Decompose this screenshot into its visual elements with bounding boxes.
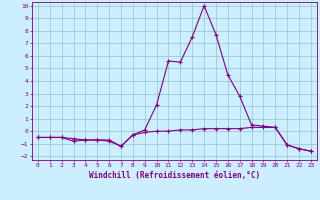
X-axis label: Windchill (Refroidissement éolien,°C): Windchill (Refroidissement éolien,°C) — [89, 171, 260, 180]
